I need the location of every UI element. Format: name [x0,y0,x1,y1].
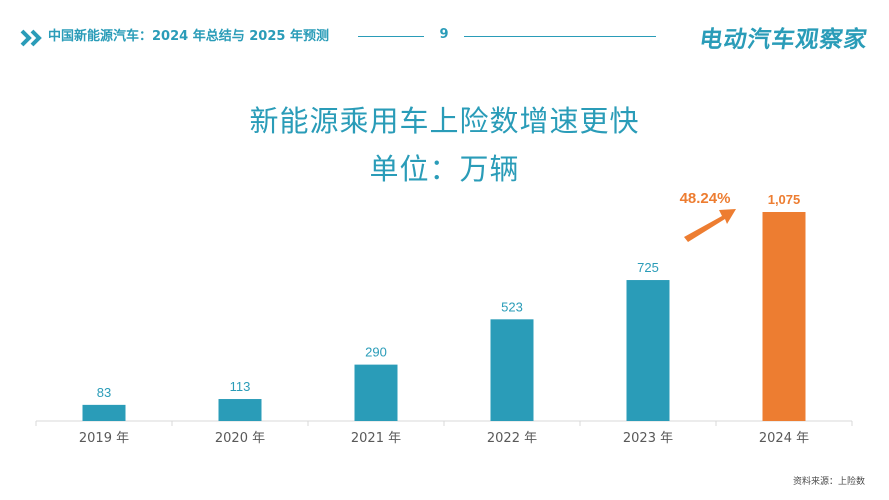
bar [218,399,262,421]
x-tick-label: 2019 年 [79,431,129,446]
bar [82,404,126,421]
bar [626,280,670,421]
data-label: 83 [97,385,111,400]
chevron-right-icon [20,29,42,47]
source-note: 资料来源：上险数 [792,477,865,487]
page-number: 9 [439,27,449,42]
x-tick-label: 2022 年 [487,431,537,446]
data-label: 290 [365,345,387,360]
data-label: 113 [230,379,251,394]
bar [354,364,398,421]
data-label: 725 [637,260,659,275]
bar [762,212,806,421]
growth-arrow-icon [684,209,736,242]
x-tick-label: 2020 年 [215,431,265,446]
report-title: 中国新能源汽车：2024 年总结与 2025 年预测 [48,29,329,44]
bar [490,319,534,421]
growth-annotation: 48.24% [680,190,731,207]
data-label: 1,075 [768,192,801,207]
x-tick-label: 2021 年 [351,431,401,446]
header-divider [358,36,424,37]
header-divider [464,36,656,37]
data-label: 523 [501,299,523,314]
chart-title: 新能源乘用车上险数增速更快 [249,104,640,138]
chart-subtitle: 单位：万辆 [369,152,520,186]
x-tick-label: 2023 年 [623,431,673,446]
x-tick-label: 2024 年 [759,431,809,446]
